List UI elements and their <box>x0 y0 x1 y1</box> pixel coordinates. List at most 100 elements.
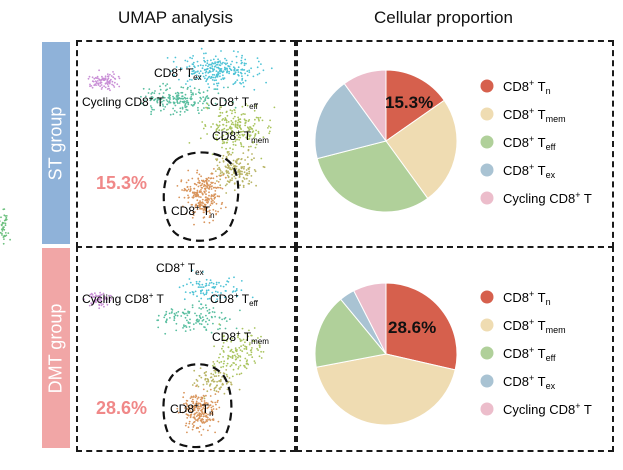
teff-point <box>206 89 209 92</box>
tex-point <box>240 280 243 282</box>
tmem-point <box>258 341 260 344</box>
cycling-point <box>102 292 105 295</box>
tn-point <box>195 411 198 414</box>
teff-point <box>212 322 214 325</box>
tmem-point <box>260 357 263 359</box>
teff-point <box>191 306 194 309</box>
teff-point <box>157 96 160 99</box>
teff-point <box>185 100 188 102</box>
tex-point <box>246 74 249 77</box>
tn-point <box>209 183 212 186</box>
teff-point <box>184 97 187 100</box>
tmem-point <box>241 350 244 353</box>
tmem-point <box>242 184 245 187</box>
tmem-point <box>241 327 244 330</box>
tmem-point <box>193 369 196 372</box>
tex-point <box>213 79 216 82</box>
tn-point <box>201 418 204 421</box>
teff-point <box>174 92 177 95</box>
tmem-point <box>230 348 233 351</box>
teff-point <box>179 114 182 116</box>
tmem-point <box>262 165 265 168</box>
cycling-point <box>106 82 109 84</box>
tn-point <box>210 400 213 403</box>
tmem-point <box>241 166 244 168</box>
legend-dmt: CD8+ Tn CD8+ Tmem CD8+ Teff CD8+ Tex Cycling… <box>480 289 592 417</box>
tn-point <box>192 214 195 217</box>
tn-point <box>224 206 227 209</box>
teff-point <box>190 98 192 101</box>
tmem-point <box>242 145 245 148</box>
tex-point <box>212 282 215 285</box>
tn-point <box>209 212 211 214</box>
tex-point <box>226 69 229 71</box>
tmem-point <box>240 372 243 375</box>
teff-point <box>142 87 145 90</box>
tn-point <box>212 199 214 202</box>
tmem-point <box>247 182 250 185</box>
tex-point <box>202 75 205 78</box>
tn-point <box>204 403 206 405</box>
tex-point <box>189 85 192 88</box>
tex-point <box>219 60 221 63</box>
tmem-point <box>222 383 225 386</box>
tmem-point <box>243 365 246 367</box>
tex-point <box>250 67 253 70</box>
teff-point <box>158 92 161 95</box>
tmem-point <box>232 159 235 162</box>
tn-point <box>195 385 198 387</box>
cycling-point <box>103 305 105 308</box>
tmem-point <box>250 127 253 130</box>
cycling-point <box>89 293 92 296</box>
tmem-point <box>221 142 224 145</box>
tmem-point <box>221 146 223 149</box>
tex-point <box>224 296 226 299</box>
tmem-point <box>260 350 262 353</box>
tmem-point <box>226 183 228 186</box>
tmem-point <box>243 166 246 168</box>
teff-point <box>163 316 166 319</box>
tex-point <box>270 67 273 70</box>
tex-point <box>222 70 225 73</box>
tmem-point <box>234 354 236 357</box>
tn-point <box>213 197 216 200</box>
cycling-point <box>91 86 94 89</box>
tex-point <box>213 74 216 76</box>
tex-point <box>235 69 238 71</box>
teff-point <box>184 308 186 311</box>
tmem-point <box>231 130 233 132</box>
teff-point <box>187 310 190 313</box>
cycling-point <box>98 69 100 72</box>
legend-swatch-tex <box>480 374 494 388</box>
label-tex-st: CD8+ Tex <box>154 65 202 82</box>
tn-region-outline-dmt <box>162 363 233 449</box>
tmem-point <box>212 361 215 363</box>
teff-point <box>188 312 191 314</box>
tmem-point <box>236 126 238 129</box>
cycling-point <box>105 82 108 84</box>
tmem-point <box>244 345 247 348</box>
tn-point <box>199 181 201 184</box>
teff-point <box>144 99 146 101</box>
teff-point <box>229 318 231 321</box>
tmem-point <box>233 109 236 111</box>
tex-point <box>216 75 219 78</box>
tmem-point <box>239 126 241 129</box>
teff-point <box>176 97 179 100</box>
tmem-point <box>250 353 252 356</box>
tmem-point <box>206 390 209 393</box>
tmem-point <box>218 124 221 127</box>
tn-point <box>196 398 199 400</box>
tn-point <box>194 211 197 213</box>
tex-point <box>251 296 254 299</box>
tmem-point <box>219 172 222 175</box>
teff-point <box>197 106 199 109</box>
tex-point <box>214 76 217 79</box>
cycling-point <box>110 78 112 81</box>
teff-point <box>186 101 188 104</box>
tmem-point <box>227 346 230 349</box>
tmem-point <box>219 106 222 109</box>
tex-point <box>206 62 209 65</box>
tex-point <box>241 75 243 77</box>
tn-point <box>185 399 188 402</box>
